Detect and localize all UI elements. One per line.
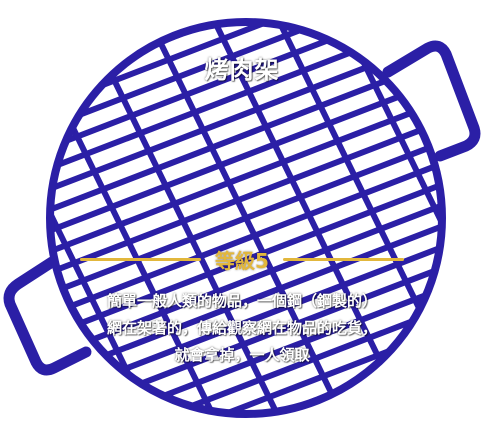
grate-bar	[50, 67, 442, 260]
grate-bar	[56, 267, 442, 414]
grate-crossbar	[50, 57, 207, 414]
grate-crossbar	[76, 22, 311, 414]
grill-handles	[3, 40, 481, 376]
grate-bar	[50, 176, 442, 369]
grate-bar	[50, 22, 429, 151]
item-title: 烤肉架	[204, 56, 280, 84]
grate-bar	[50, 49, 442, 242]
grate-bar	[50, 22, 436, 169]
grate-crossbar	[285, 22, 442, 379]
level-divider-left	[80, 257, 202, 261]
grate-crossbar	[181, 22, 416, 414]
level-divider-right	[282, 257, 405, 261]
grate-bar	[63, 285, 442, 414]
grate-bar	[50, 194, 442, 387]
level-banner: 等級5	[80, 244, 405, 274]
level-label: 等級5	[215, 248, 269, 273]
item-description: 簡單一般人類的物品，一個鋼（鋼製的） 網在架著的，傳給觀察網在物品的吃貨， 就會…	[0, 288, 484, 369]
description-line: 就會拿掉，一人領取	[174, 346, 310, 364]
grill-rim	[46, 18, 446, 418]
grate-crossbar	[129, 22, 363, 414]
description-line: 簡單一般人類的物品，一個鋼（鋼製的）	[106, 292, 377, 310]
description-line: 網在架著的，傳給觀察網在物品的吃貨，	[106, 319, 377, 337]
